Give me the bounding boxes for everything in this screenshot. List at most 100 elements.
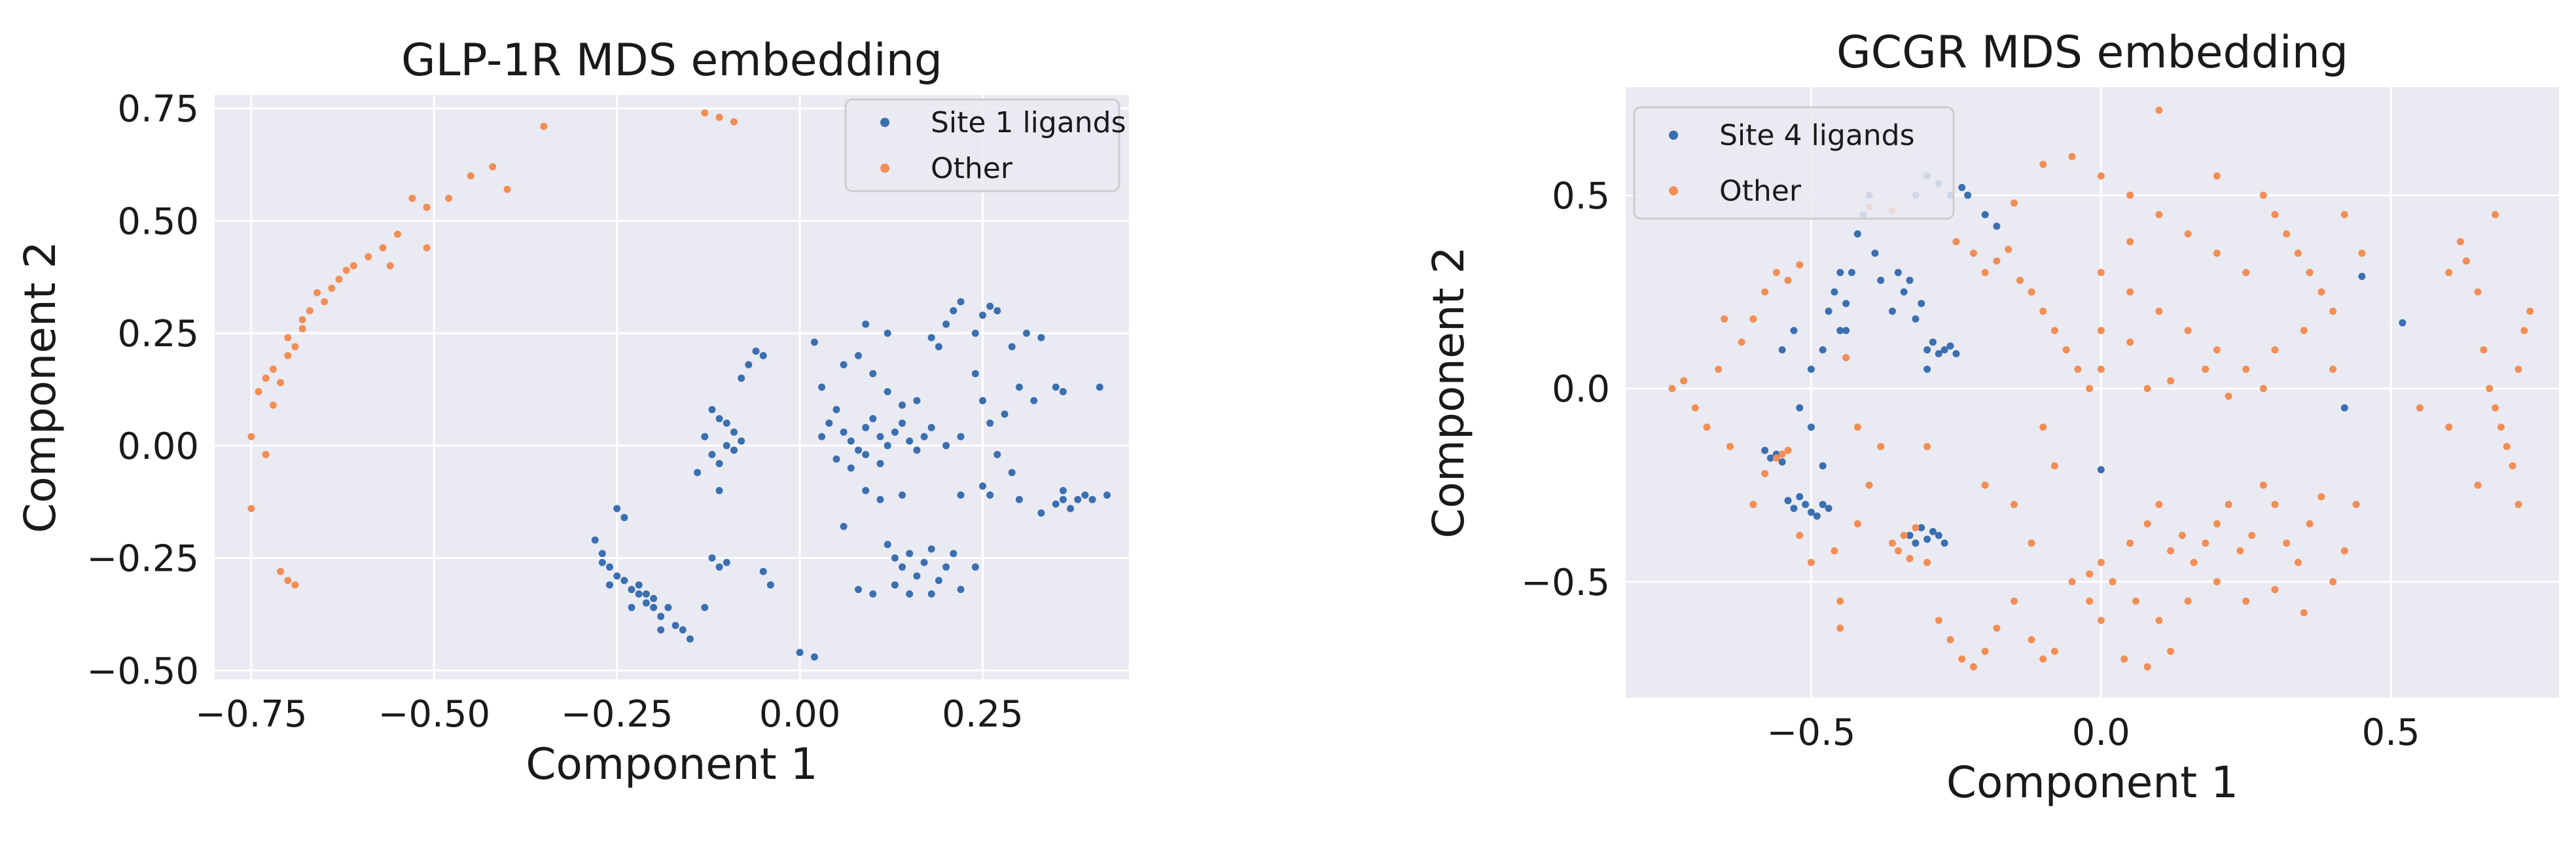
gcgr-data-point xyxy=(2097,365,2105,373)
glp1r-data-point xyxy=(957,491,965,499)
gcgr-data-point xyxy=(1668,385,1676,393)
glp1r-data-point xyxy=(269,401,277,409)
glp1r-x-tick-label: 0.25 xyxy=(942,693,1024,736)
glp1r-data-point xyxy=(745,361,753,369)
gcgr-x-tick-label: 0.5 xyxy=(2362,711,2420,754)
gcgr-data-point xyxy=(1807,558,1815,566)
gcgr-data-point xyxy=(2492,211,2499,219)
glp1r-data-point xyxy=(423,204,431,211)
gcgr-data-point xyxy=(1715,365,1723,373)
gcgr-data-point xyxy=(2050,462,2058,470)
glp1r-data-point xyxy=(1008,343,1016,351)
gcgr-data-point xyxy=(1831,547,1838,555)
glp1r-data-point xyxy=(1088,495,1096,503)
glp1r-data-point xyxy=(298,325,306,333)
glp1r-data-point xyxy=(393,230,401,238)
glp1r-plot-area xyxy=(215,95,1129,679)
glp1r-data-point xyxy=(832,406,840,414)
glp1r-data-point xyxy=(379,244,387,252)
gcgr-title: GCGR MDS embedding xyxy=(1836,27,2348,79)
gcgr-data-point xyxy=(1969,663,1977,671)
glp1r-data-point xyxy=(876,495,884,503)
glp1r-data-point xyxy=(1037,509,1045,517)
glp1r-data-point xyxy=(935,343,942,351)
gcgr-data-point xyxy=(2039,308,2047,315)
glp1r-data-point xyxy=(738,437,745,445)
glp1r-data-point xyxy=(723,442,730,450)
gcgr-data-point xyxy=(1853,520,1861,528)
gcgr-data-point xyxy=(2352,501,2360,509)
gcgr-x-tick-label: 0.0 xyxy=(2072,711,2130,754)
glp1r-data-point xyxy=(993,307,1001,315)
gcgr-legend-label: Other xyxy=(1719,175,1802,208)
gcgr-data-point xyxy=(1981,481,1989,489)
glp1r-data-point xyxy=(891,581,899,589)
gcgr-data-point xyxy=(1912,315,1920,323)
gcgr-data-point xyxy=(2213,346,2221,353)
gcgr-data-point xyxy=(2126,539,2134,547)
glp1r-legend-box xyxy=(844,98,1120,192)
glp1r-y-axis-label: Component 2 xyxy=(15,241,65,533)
gcgr-data-point xyxy=(1969,249,1977,257)
glp1r-x-tick-label: −0.25 xyxy=(561,693,673,736)
gcgr-data-point xyxy=(2126,191,2134,199)
gcgr-legend-marker xyxy=(1669,130,1678,140)
gcgr-data-point xyxy=(1941,346,1948,353)
glp1r-data-point xyxy=(855,586,862,594)
glp1r-data-point xyxy=(935,577,942,584)
gcgr-data-point xyxy=(1842,353,1850,361)
glp1r-legend-marker xyxy=(880,118,889,127)
glp1r-y-tick-label: 0.25 xyxy=(117,313,199,355)
glp1r-data-point xyxy=(269,365,277,373)
gcgr-data-point xyxy=(2340,547,2348,555)
gcgr-data-point xyxy=(2300,327,2308,334)
glp1r-data-point xyxy=(942,442,950,450)
glp1r-data-point xyxy=(723,420,730,427)
gcgr-data-point xyxy=(1952,350,1960,357)
glp1r-y-tick-label: −0.50 xyxy=(86,650,199,692)
glp1r-data-point xyxy=(796,649,804,656)
glp1r-data-point xyxy=(321,298,329,306)
gcgr-data-point xyxy=(2514,365,2522,373)
glp1r-data-point xyxy=(642,599,650,607)
glp1r-legend-label: Site 1 ligands xyxy=(931,106,1126,139)
glp1r-y-tick-label: 0.50 xyxy=(117,200,199,243)
gcgr-data-point xyxy=(1807,365,1815,373)
glp1r-data-point xyxy=(862,487,870,494)
glp1r-data-point xyxy=(906,550,914,558)
gcgr-data-point xyxy=(2271,211,2279,219)
glp1r-data-point xyxy=(855,351,862,359)
glp1r-data-point xyxy=(606,581,613,589)
glp1r-data-point xyxy=(759,567,767,575)
gcgr-data-point xyxy=(2456,238,2464,245)
gcgr-data-point xyxy=(2306,520,2314,528)
gcgr-data-point xyxy=(2086,570,2094,578)
glp1r-data-point xyxy=(298,316,306,323)
glp1r-x-tick-label: −0.50 xyxy=(378,693,490,736)
gcgr-data-point xyxy=(1784,497,1792,505)
gcgr-data-point xyxy=(2068,578,2076,586)
gcgr-data-point xyxy=(2358,249,2366,257)
gcgr-data-point xyxy=(1772,454,1780,462)
gcgr-data-point xyxy=(1842,327,1850,334)
glp1r-data-point xyxy=(686,635,694,643)
gcgr-data-point xyxy=(2509,462,2516,470)
glp1r-data-point xyxy=(291,581,299,589)
gcgr-chart: −0.5 0.0 0.5 −0.5 0.0 0.5 GCGR MDS embedding Co… xyxy=(1423,27,2559,808)
glp1r-data-point xyxy=(840,428,848,436)
gcgr-data-point xyxy=(2167,547,2175,555)
glp1r-data-point xyxy=(591,536,599,544)
gcgr-data-point xyxy=(2283,230,2291,238)
gcgr-data-point xyxy=(1964,191,1972,199)
gcgr-data-point xyxy=(1906,276,1914,284)
glp1r-data-point xyxy=(277,567,285,575)
glp1r-data-point xyxy=(942,320,950,328)
gcgr-data-point xyxy=(2184,597,2192,605)
gcgr-data-point xyxy=(1819,346,1827,353)
gcgr-data-point xyxy=(2329,578,2337,586)
glp1r-data-point xyxy=(862,320,870,328)
glp1r-data-point xyxy=(635,581,643,589)
gcgr-data-point xyxy=(1923,558,1931,566)
gcgr-data-point xyxy=(1831,288,1838,296)
glp1r-data-point xyxy=(832,455,840,463)
